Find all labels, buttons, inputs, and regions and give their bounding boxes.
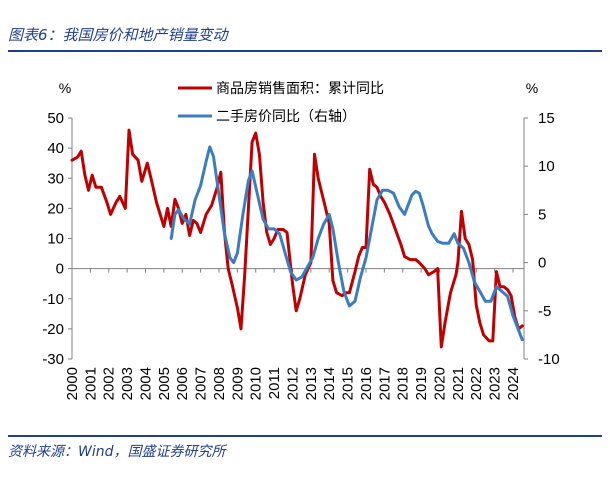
x-tick-label: 2003 [119,367,136,400]
x-tick-label: 2000 [64,367,81,400]
x-tick-label: 2023 [487,367,504,400]
x-tick-label: 2012 [284,367,301,400]
source-note: 资料来源：Wind，国盛证券研究所 [8,444,226,460]
x-tick-label: 2020 [431,367,448,400]
right-tick-label: 10 [538,158,555,175]
left-tick-label: 40 [47,140,64,157]
x-tick-label: 2021 [450,367,467,400]
x-tick-label: 2008 [211,367,228,400]
right-axis-unit: % [526,80,538,96]
x-tick-label: 2015 [340,367,357,400]
x-tick-label: 2009 [229,367,246,400]
right-tick-label: -5 [538,303,551,320]
left-tick-label: -10 [42,291,64,308]
left-axis-unit: % [59,80,71,96]
right-tick-label: 0 [538,255,546,272]
x-tick-label: 2016 [358,367,375,400]
left-tick-label: 50 [47,110,64,127]
right-tick-label: 15 [538,110,555,127]
x-tick-label: 2004 [137,367,154,400]
bottom-divider [8,435,602,437]
legend-label-1: 商品房销售面积：累计同比 [216,81,384,97]
x-tick-label: 2017 [376,367,393,400]
x-tick-label: 2001 [82,367,99,400]
left-tick-label: -20 [42,321,64,338]
x-tick-label: 2006 [174,367,191,400]
x-tick-label: 2010 [248,367,265,400]
figure-title: 图表6：我国房价和地产销量变动 [8,26,228,44]
x-tick-label: 2024 [505,367,522,400]
left-tick-label: 30 [47,170,64,187]
left-tick-label: 0 [56,261,64,278]
x-tick-label: 2014 [321,367,338,400]
right-tick-label: -10 [538,351,560,368]
x-tick-label: 2022 [468,367,485,400]
x-tick-label: 2002 [101,367,118,400]
top-divider [8,50,602,52]
x-tick-label: 2011 [266,367,283,399]
left-tick-label: -30 [42,351,64,368]
x-tick-label: 2007 [193,367,210,400]
x-tick-label: 2019 [413,367,430,400]
left-tick-label: 10 [47,231,64,248]
right-tick-label: 5 [538,206,546,223]
legend-label-2: 二手房价同比（右轴） [216,109,356,125]
series-layer [70,128,524,349]
series-line-1 [70,128,524,349]
x-tick-label: 2013 [303,367,320,400]
left-tick-label: 20 [47,200,64,217]
x-tick-label: 2018 [395,367,412,400]
x-tick-label: 2005 [156,367,173,400]
series-line-2 [169,145,524,342]
